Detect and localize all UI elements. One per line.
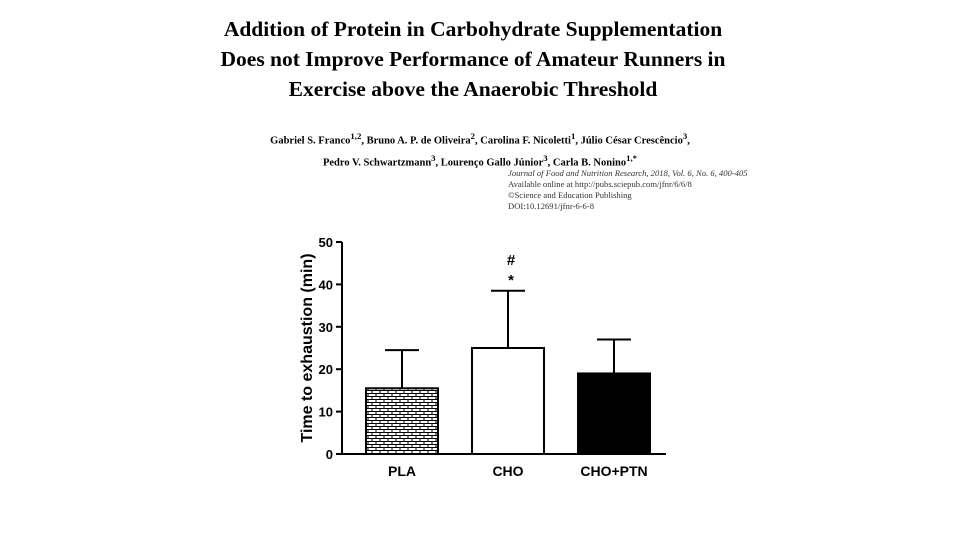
bar-chart: Time to exhaustion (min) 0 10 20 30 40 50 PLA… <box>299 235 666 479</box>
x-label-cho-ptn: CHO+PTN <box>580 463 647 479</box>
y-tick-label-10: 10 <box>319 405 333 420</box>
x-label-cho: CHO <box>492 463 523 479</box>
journal-citation: Journal of Food and Nutrition Research, … <box>508 168 748 178</box>
paper-title: Addition of Protein in Carbohydrate Supp… <box>0 14 946 104</box>
journal-info: Journal of Food and Nutrition Research, … <box>508 168 748 212</box>
journal-url: Available online at http://pubs.sciepub.… <box>508 179 692 189</box>
bar-pla <box>365 387 439 455</box>
journal-doi: DOI:10.12691/jfnr-6-6-8 <box>508 201 594 211</box>
y-tick-label-50: 50 <box>319 235 333 250</box>
title-line-2: Does not Improve Performance of Amateur … <box>220 47 726 71</box>
title-line-1: Addition of Protein in Carbohydrate Supp… <box>223 17 723 41</box>
title-line-3: Exercise above the Anaerobic Threshold <box>288 77 658 101</box>
authors-line-1: Gabriel S. Franco1,2, Bruno A. P. de Oli… <box>270 131 690 147</box>
authors: Gabriel S. Franco1,2, Bruno A. P. de Oli… <box>230 128 730 171</box>
annotation-cho-0: # <box>507 252 516 269</box>
y-tick-label-20: 20 <box>319 362 333 377</box>
y-axis-label: Time to exhaustion (min) <box>299 253 316 442</box>
y-tick-label-30: 30 <box>319 320 333 335</box>
bar-cho <box>471 347 545 455</box>
authors-line-2: Pedro V. Schwartzmann3, Lourenço Gallo J… <box>322 152 638 169</box>
bar-cho-ptn <box>577 372 651 455</box>
y-tick-label-0: 0 <box>326 447 333 462</box>
journal-publisher: ©Science and Education Publishing <box>508 190 632 200</box>
x-label-pla: PLA <box>388 463 416 479</box>
y-tick-label-40: 40 <box>319 277 333 292</box>
annotation-cho-1: * <box>508 272 514 289</box>
